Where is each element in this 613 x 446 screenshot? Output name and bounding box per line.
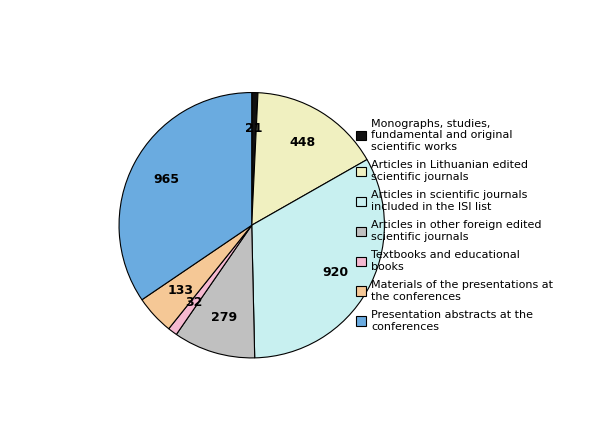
Text: 21: 21 xyxy=(245,122,263,135)
Text: 279: 279 xyxy=(211,311,237,324)
Text: 32: 32 xyxy=(185,296,203,310)
Text: 133: 133 xyxy=(167,285,194,297)
Text: 448: 448 xyxy=(289,136,315,149)
Legend: Monographs, studies,
fundamental and original
scientific works, Articles in Lith: Monographs, studies, fundamental and ori… xyxy=(356,119,554,332)
Wedge shape xyxy=(252,160,384,358)
Wedge shape xyxy=(142,225,252,329)
Wedge shape xyxy=(119,92,252,300)
Wedge shape xyxy=(252,93,367,225)
Wedge shape xyxy=(169,225,252,334)
Text: 920: 920 xyxy=(323,266,349,280)
Wedge shape xyxy=(177,225,255,358)
Wedge shape xyxy=(252,92,258,225)
Text: 965: 965 xyxy=(153,173,179,186)
